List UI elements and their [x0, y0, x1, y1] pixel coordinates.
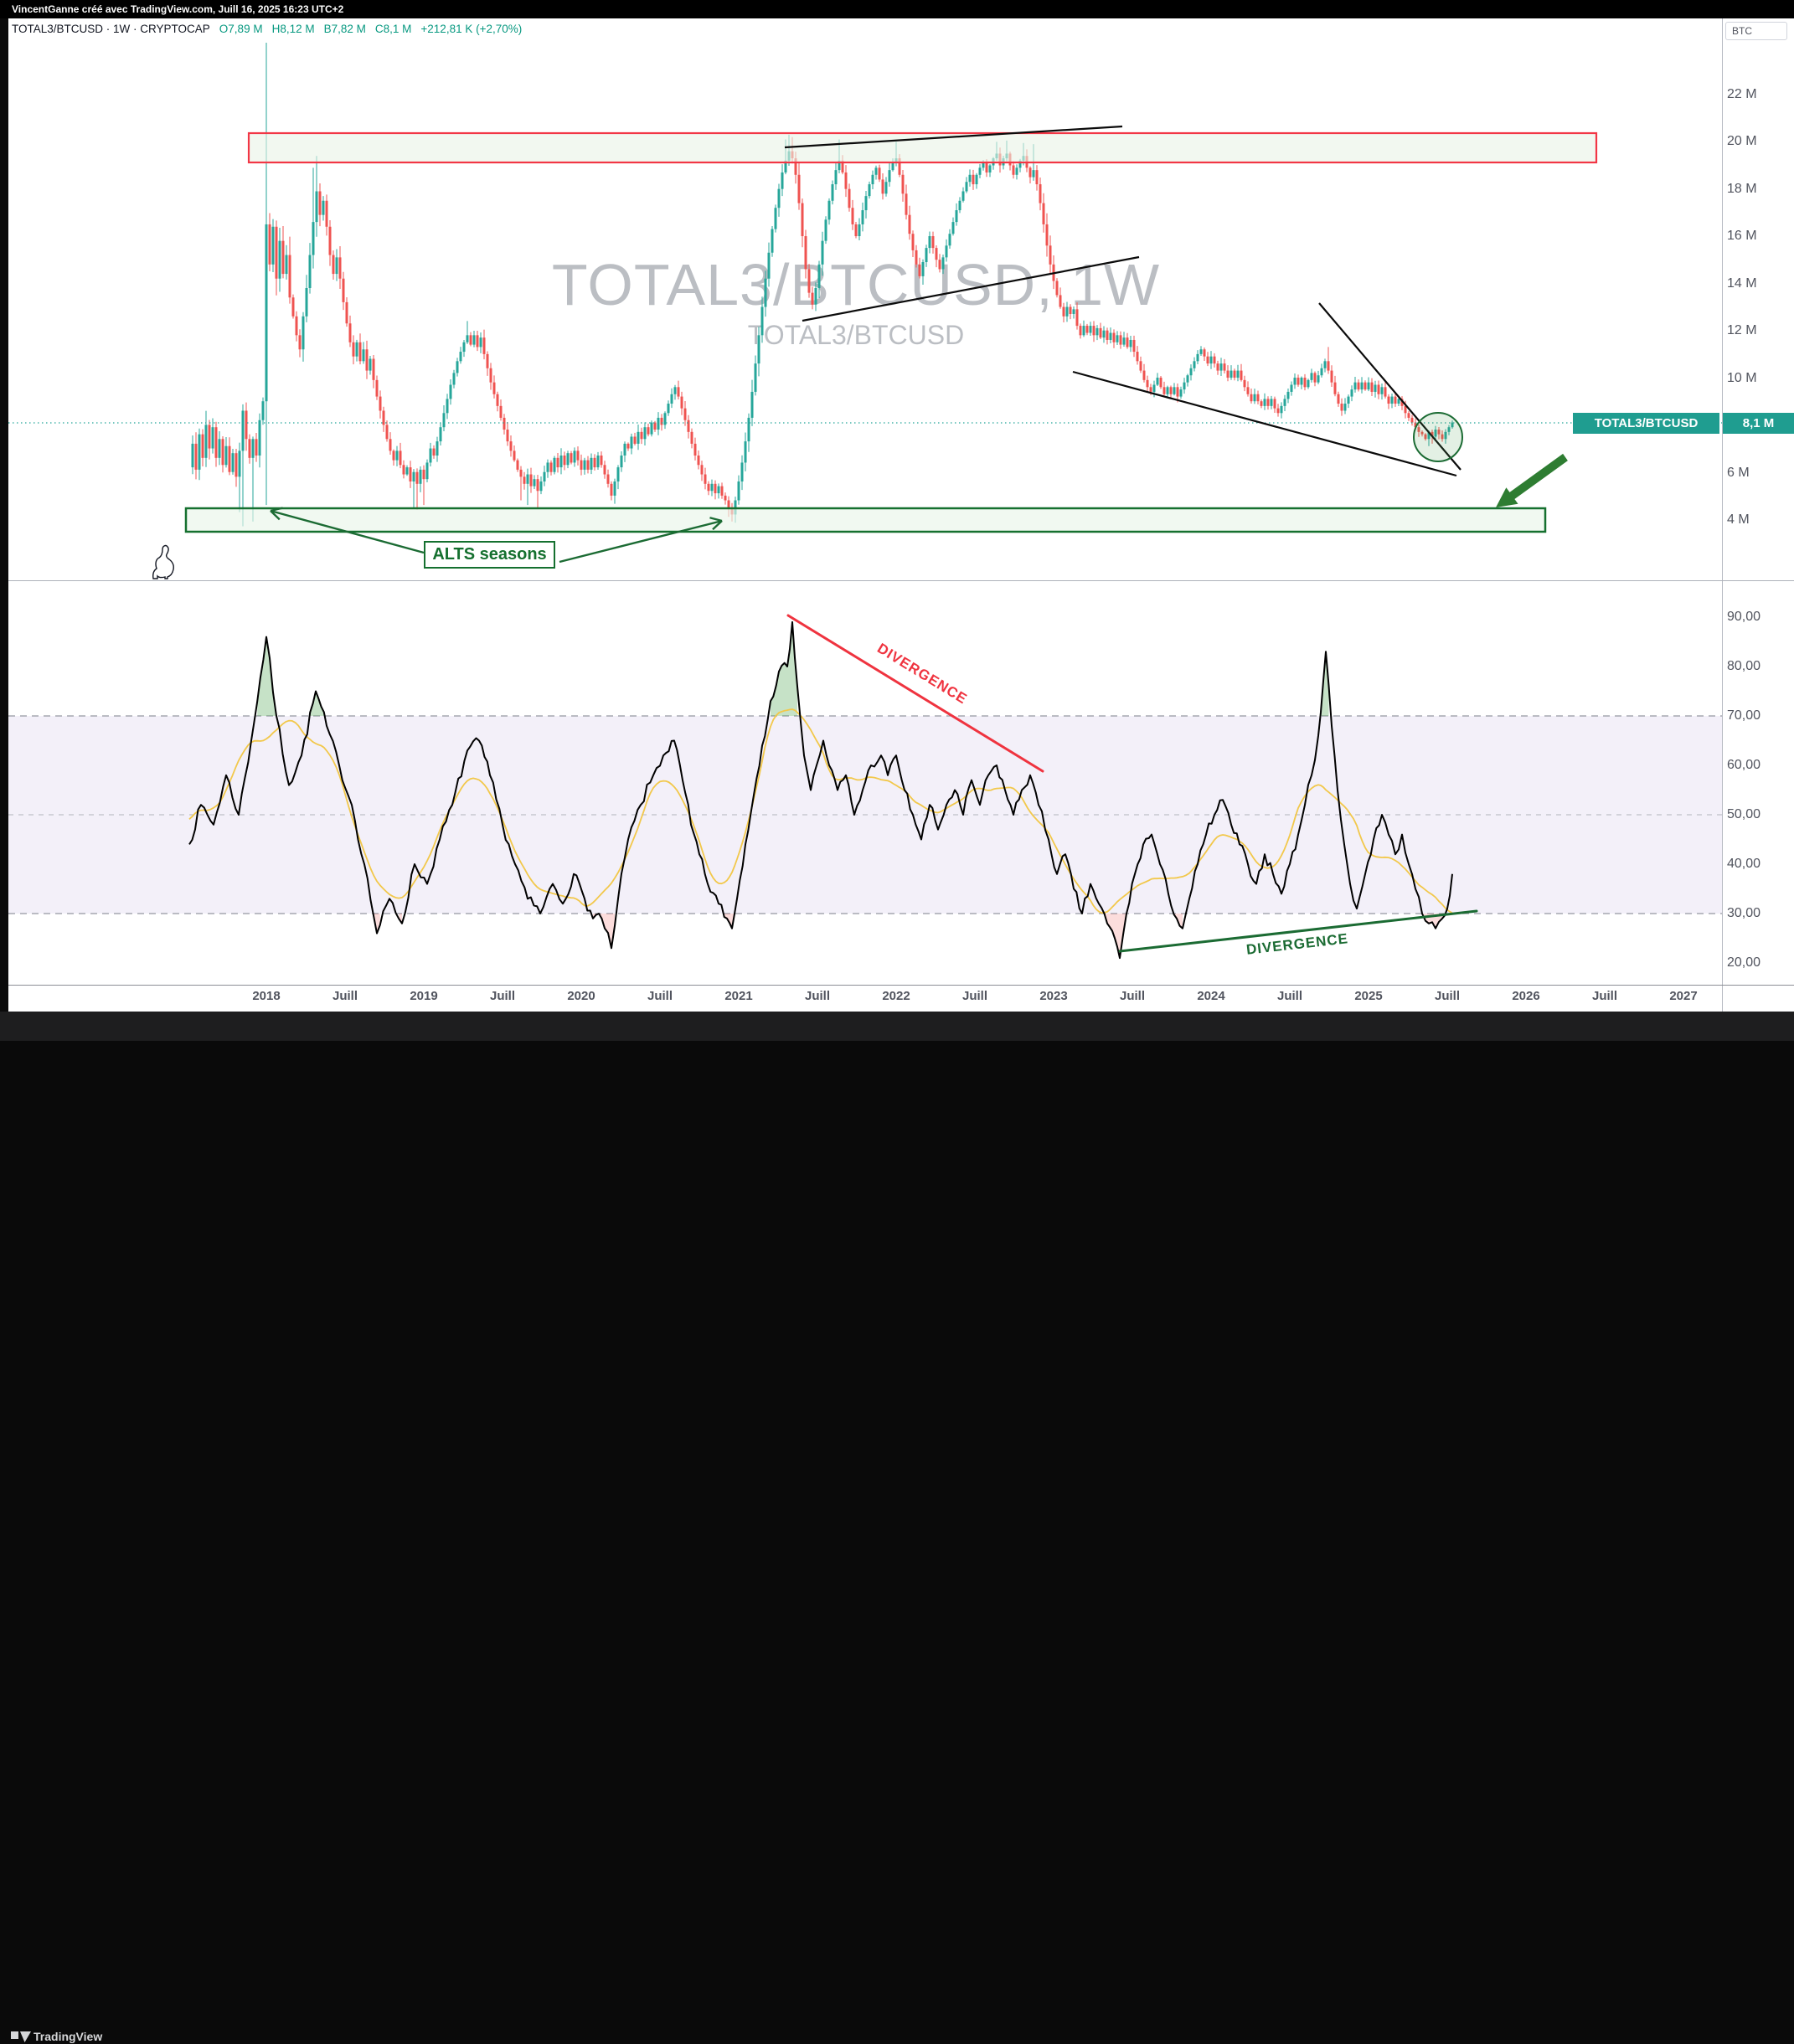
tradingview-logo-icon[interactable] [11, 2031, 31, 2044]
time-tick: 2020 [567, 989, 595, 1003]
trendlines [784, 125, 1461, 477]
bearish-divergence [786, 614, 1044, 773]
price-tick: 40,00 [1727, 857, 1761, 871]
price-tick: 12 M [1727, 323, 1757, 337]
price-tick: 10 M [1727, 371, 1757, 385]
price-tick: 16 M [1727, 229, 1757, 243]
top-highs-line [784, 125, 1123, 149]
attribution-bar: VincentGanne créé avec TradingView.com, … [0, 0, 1794, 18]
panel-separator[interactable] [8, 580, 1794, 581]
legend-high: H8,12 M [271, 23, 315, 35]
price-tick: 30,00 [1727, 906, 1761, 920]
price-tick: 80,00 [1727, 659, 1761, 673]
price-tick: 14 M [1727, 276, 1757, 291]
time-tick: Juill [332, 989, 358, 1003]
attribution-text: VincentGanne créé avec TradingView.com, … [12, 3, 344, 15]
price-axis-separator [1722, 18, 1723, 1012]
time-tick: 2018 [252, 989, 281, 1003]
chart-legend[interactable]: TOTAL3/BTCUSD · 1W · CRYPTOCAP O7,89 M H… [12, 23, 522, 35]
rising-support-line [802, 255, 1140, 322]
time-tick: 2027 [1669, 989, 1698, 1003]
footer-bar: TradingView [0, 1012, 1794, 2043]
time-axis-separator [8, 985, 1794, 986]
rsi-band [8, 715, 1722, 914]
wedge-lower-line [1072, 370, 1457, 477]
alts-annotation-arrow [559, 519, 723, 564]
currency-unit-button[interactable]: BTC [1725, 22, 1787, 40]
chart-plot [8, 43, 1722, 960]
last-price-value-flag: 8,1 M [1723, 413, 1794, 434]
price-tick: 22 M [1727, 87, 1757, 101]
wedge-upper-line [1318, 302, 1461, 471]
price-tick: 18 M [1727, 182, 1757, 196]
dino-doodle [152, 544, 174, 579]
time-tick: Juill [1119, 989, 1146, 1003]
drawings [152, 412, 1568, 579]
price-tick: 50,00 [1727, 807, 1761, 821]
price-tick: 60,00 [1727, 758, 1761, 772]
time-tick: Juill [1434, 989, 1461, 1003]
time-tick: Juill [647, 989, 673, 1003]
legend-low: B7,82 M [323, 23, 366, 35]
rsi-plot [188, 614, 1478, 960]
time-tick: 2019 [410, 989, 438, 1003]
time-tick: 2023 [1039, 989, 1068, 1003]
candles [191, 43, 1454, 527]
breakdown-highlight-circle [1413, 412, 1463, 462]
price-tick: 20,00 [1727, 955, 1761, 970]
alts-annotation-arrow [270, 509, 425, 554]
legend-open: O7,89 M [219, 23, 263, 35]
legend-change: +212,81 K (+2,70%) [420, 23, 523, 35]
time-tick: 2025 [1354, 989, 1383, 1003]
legend-symbol-line[interactable]: TOTAL3/BTCUSD · 1W · CRYPTOCAP [12, 23, 210, 35]
time-tick: Juill [489, 989, 516, 1003]
rsi-line [188, 620, 1453, 960]
time-tick: 2021 [724, 989, 753, 1003]
bullish-divergence [1118, 909, 1478, 953]
alts-seasons-label[interactable]: ALTS seasons [424, 541, 555, 569]
price-tick: 6 M [1727, 466, 1750, 480]
time-tick: Juill [804, 989, 831, 1003]
price-target-arrow [1496, 453, 1568, 507]
time-tick: 2024 [1197, 989, 1225, 1003]
tradingview-brand[interactable]: TradingView [34, 2030, 103, 2043]
price-tick: 90,00 [1727, 610, 1761, 624]
time-tick: 2022 [882, 989, 910, 1003]
time-tick: Juill [1276, 989, 1303, 1003]
symbol-watermark-subtitle: TOTAL3/BTCUSD [747, 320, 965, 350]
zones [8, 131, 1722, 533]
time-tick: 2026 [1512, 989, 1540, 1003]
legend-close: C8,1 M [374, 23, 412, 35]
price-tick: 70,00 [1727, 708, 1761, 723]
last-price-symbol-flag: TOTAL3/BTCUSD [1573, 413, 1719, 434]
price-tick: 4 M [1727, 512, 1750, 527]
time-tick: Juill [961, 989, 988, 1003]
price-tick: 20 M [1727, 134, 1757, 148]
time-tick: Juill [1591, 989, 1618, 1003]
